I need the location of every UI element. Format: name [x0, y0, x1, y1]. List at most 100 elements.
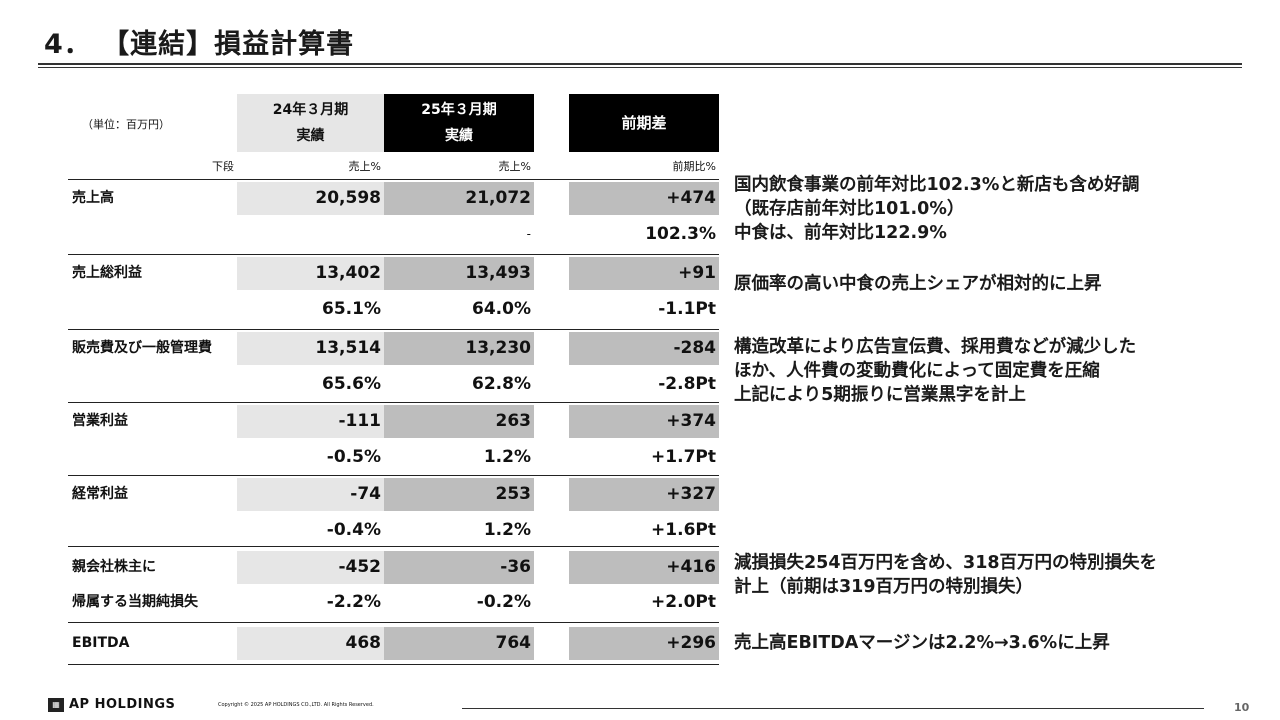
- table-rule: [68, 254, 719, 255]
- page-number: 10: [1234, 701, 1250, 714]
- table-row-sales: 売上高 20,598 21,072 +474: [68, 180, 719, 216]
- table-rule: [68, 546, 719, 547]
- sub-header-diff: 前期比%: [672, 160, 716, 173]
- comment-net-loss: 減損損失254百万円を含め、318百万円の特別損失を 計上（前期は319百万円の…: [734, 551, 1157, 599]
- cell-fy24: 13,402: [237, 257, 384, 290]
- table-rule: [68, 664, 719, 665]
- page-title: 4． 【連結】損益計算書: [44, 29, 355, 60]
- logo-text: AP HOLDINGS: [69, 697, 176, 712]
- cell-fy24: 468: [237, 627, 384, 660]
- cell-diff: +1.7Pt: [651, 447, 716, 467]
- row-label: EBITDA: [72, 635, 130, 651]
- title-rule-thin: [38, 67, 1242, 68]
- cell-fy25: 263: [384, 405, 534, 438]
- logo-icon: ▦: [48, 697, 64, 712]
- table-row-gross-profit: 売上総利益 13,402 13,493 +91: [68, 255, 719, 291]
- table-row-ordinary-profit-ratio: -0.4% 1.2% +1.6Pt: [68, 512, 719, 548]
- cell-diff: 102.3%: [645, 224, 716, 244]
- table-rule: [68, 622, 719, 623]
- comment-line: 中食は、前年対比122.9%: [734, 223, 947, 243]
- comment-line: 上記により5期振りに営業黒字を計上: [734, 385, 1026, 405]
- table-row-net-loss-ratio: 帰属する当期純損失 -2.2% -0.2% +2.0Pt: [68, 584, 719, 620]
- column-header-fy24-period: 24年３月期: [272, 102, 349, 118]
- column-header-fy25: 25年３月期 実績: [384, 94, 534, 152]
- cell-diff: -1.1Pt: [658, 299, 716, 319]
- cell-fy24: -2.2%: [326, 592, 381, 612]
- cell-fy25: 764: [384, 627, 534, 660]
- cell-fy25: 62.8%: [472, 374, 531, 394]
- cell-fy24: -0.5%: [326, 447, 381, 467]
- row-label: 販売費及び一般管理費: [72, 340, 212, 356]
- cell-fy24: 20,598: [237, 182, 384, 215]
- table-row-sga: 販売費及び一般管理費 13,514 13,230 -284: [68, 330, 719, 366]
- cell-fy24: 65.6%: [322, 374, 381, 394]
- table-rule: [68, 402, 719, 403]
- row-label: 売上高: [72, 190, 114, 206]
- column-header-fy25-period: 25年３月期: [421, 102, 497, 118]
- table-row-net-loss: 親会社株主に -452 -36 +416: [68, 549, 719, 585]
- column-header-diff: 前期差: [569, 94, 719, 152]
- row-label: 経常利益: [72, 486, 128, 502]
- comment-line: 減損損失254百万円を含め、318百万円の特別損失を: [734, 553, 1158, 573]
- column-header-fy25-actual: 実績: [445, 128, 473, 144]
- table-row-ebitda: EBITDA 468 764 +296: [68, 625, 719, 661]
- table-row-gross-profit-ratio: 65.1% 64.0% -1.1Pt: [68, 291, 719, 327]
- cell-fy25: -0.2%: [476, 592, 531, 612]
- comment-sales: 国内飲食事業の前年対比102.3%と新店も含め好調 （既存店前年対比101.0%…: [734, 173, 1139, 245]
- cell-fy25: 253: [384, 478, 534, 511]
- table-rule: [68, 329, 719, 330]
- cell-fy24: -452: [237, 551, 384, 584]
- cell-fy24: -74: [237, 478, 384, 511]
- comment-line: 売上高EBITDAマージンは2.2%→3.6%に上昇: [734, 633, 1110, 653]
- comment-line: 国内飲食事業の前年対比102.3%と新店も含め好調: [734, 175, 1140, 195]
- table-row-operating-profit: 営業利益 -111 263 +374: [68, 403, 719, 439]
- comment-line: 原価率の高い中食の売上シェアが相対的に上昇: [734, 274, 1102, 294]
- cell-diff: +2.0Pt: [651, 592, 716, 612]
- cell-fy24: 65.1%: [322, 299, 381, 319]
- cell-fy25: 21,072: [384, 182, 534, 215]
- cell-fy25: 1.2%: [483, 447, 531, 467]
- cell-fy25: 13,493: [384, 257, 534, 290]
- row-label: 親会社株主に: [72, 559, 156, 575]
- table-row-operating-profit-ratio: -0.5% 1.2% +1.7Pt: [68, 439, 719, 475]
- comment-line: ほか、人件費の変動費化によって固定費を圧縮: [734, 361, 1100, 381]
- cell-diff: +296: [569, 627, 719, 660]
- comment-line: 計上（前期は319百万円の特別損失）: [734, 577, 1034, 597]
- table-rule: [68, 475, 719, 476]
- row-label: 帰属する当期純損失: [72, 594, 198, 610]
- cell-fy25: -: [526, 227, 531, 241]
- cell-fy25: 1.2%: [483, 520, 531, 540]
- column-header-diff-label: 前期差: [621, 114, 667, 132]
- cell-fy25: 13,230: [384, 332, 534, 365]
- column-header-fy24: 24年３月期 実績: [237, 94, 384, 152]
- sub-header-fy24: 売上%: [348, 160, 381, 173]
- table-row-sales-ratio: - 102.3%: [68, 216, 719, 252]
- cell-diff: +374: [569, 405, 719, 438]
- cell-diff: -2.8Pt: [658, 374, 716, 394]
- cell-diff: -284: [569, 332, 719, 365]
- sub-header-lower: 下段: [212, 160, 234, 173]
- cell-diff: +91: [569, 257, 719, 290]
- cell-fy24: 13,514: [237, 332, 384, 365]
- comment-line: （既存店前年対比101.0%）: [734, 199, 965, 219]
- cell-diff: +416: [569, 551, 719, 584]
- cell-fy25: 64.0%: [472, 299, 531, 319]
- cell-diff: +327: [569, 478, 719, 511]
- comment-line: 構造改革により広告宣伝費、採用費などが減少した: [734, 337, 1137, 357]
- table-row-sga-ratio: 65.6% 62.8% -2.8Pt: [68, 366, 719, 402]
- row-label: 営業利益: [72, 413, 128, 429]
- cell-fy25: -36: [384, 551, 534, 584]
- cell-diff: +474: [569, 182, 719, 215]
- cell-fy24: -0.4%: [326, 520, 381, 540]
- title-rule: [38, 63, 1242, 65]
- sub-header-fy25: 売上%: [498, 160, 531, 173]
- company-logo: ▦ AP HOLDINGS: [48, 697, 175, 712]
- unit-label: （単位：百万円）: [82, 118, 170, 131]
- column-header-fy24-actual: 実績: [296, 128, 325, 144]
- table-row-ordinary-profit: 経常利益 -74 253 +327: [68, 476, 719, 512]
- row-label: 売上総利益: [72, 265, 142, 281]
- table-rule: [68, 179, 719, 180]
- comment-sga: 構造改革により広告宣伝費、採用費などが減少した ほか、人件費の変動費化によって固…: [734, 335, 1136, 407]
- comment-gross-profit: 原価率の高い中食の売上シェアが相対的に上昇: [734, 272, 1102, 296]
- comment-ebitda: 売上高EBITDAマージンは2.2%→3.6%に上昇: [734, 631, 1110, 655]
